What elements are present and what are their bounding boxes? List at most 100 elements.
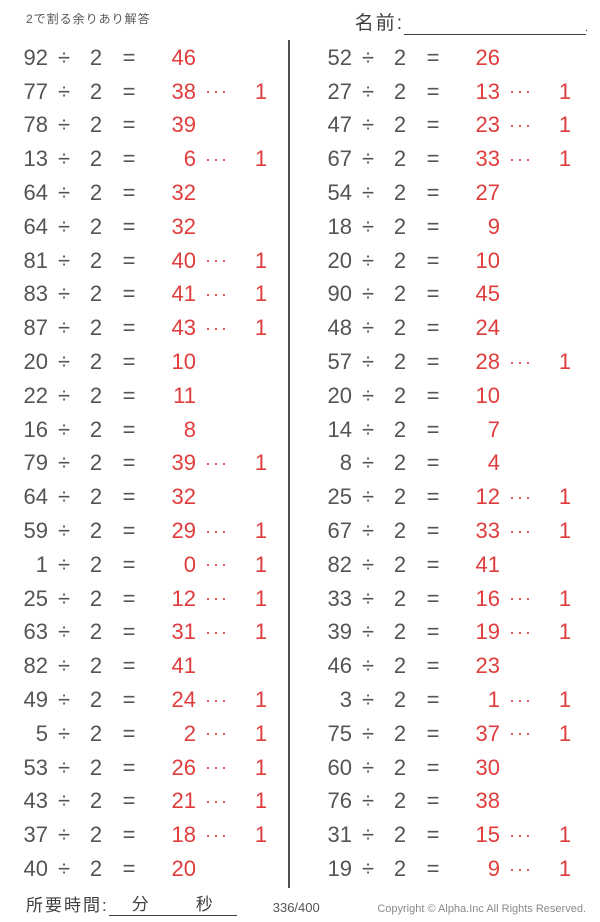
- remainder-dots: ···: [509, 520, 533, 541]
- quotient-answer: 23: [475, 653, 500, 679]
- division-operator: ÷: [57, 180, 71, 206]
- equals-sign: =: [122, 484, 136, 510]
- remainder-dots: ···: [509, 81, 533, 102]
- divisor: 2: [89, 281, 103, 307]
- equals-sign: =: [426, 382, 440, 408]
- problem-row: 5 ÷ 2 = 2 ··· 1: [0, 717, 288, 751]
- equals-sign: =: [122, 213, 136, 239]
- remainder-dots: ···: [205, 250, 229, 271]
- quotient-answer: 41: [475, 551, 500, 577]
- remainder-value: 1: [558, 687, 572, 713]
- division-operator: ÷: [57, 619, 71, 645]
- quotient-answer: 12: [475, 484, 500, 510]
- minutes-label: 分: [131, 895, 150, 914]
- dividend: 20: [327, 247, 352, 273]
- problem-row: 60 ÷ 2 = 30: [304, 751, 586, 785]
- quotient-answer: 40: [171, 247, 196, 273]
- divisor: 2: [393, 450, 407, 476]
- quotient-answer: 8: [183, 416, 196, 442]
- equals-sign: =: [426, 180, 440, 206]
- quotient-answer: 26: [171, 754, 196, 780]
- division-operator: ÷: [361, 551, 375, 577]
- problem-row: 92 ÷ 2 = 46: [0, 41, 288, 75]
- remainder-dots: ···: [205, 621, 229, 642]
- divisor: 2: [89, 315, 103, 341]
- copyright-text: Copyright © Alpha.Inc All Rights Reserve…: [377, 903, 586, 915]
- quotient-answer: 9: [487, 856, 500, 882]
- remainder-value: 1: [254, 146, 268, 172]
- remainder-value: 1: [558, 78, 572, 104]
- division-operator: ÷: [361, 146, 375, 172]
- division-operator: ÷: [361, 822, 375, 848]
- equals-sign: =: [426, 349, 440, 375]
- problem-row: 90 ÷ 2 = 45: [304, 278, 586, 312]
- division-operator: ÷: [57, 44, 71, 70]
- problems-area: 92 ÷ 2 = 46 77 ÷ 2 = 38 ··· 1 78 ÷ 2 = 3…: [0, 40, 600, 888]
- divisor: 2: [393, 112, 407, 138]
- problem-row: 43 ÷ 2 = 21 ··· 1: [0, 785, 288, 819]
- division-operator: ÷: [361, 484, 375, 510]
- remainder-value: 1: [254, 247, 268, 273]
- division-operator: ÷: [361, 315, 375, 341]
- division-operator: ÷: [57, 585, 71, 611]
- dividend: 16: [23, 416, 48, 442]
- dividend: 19: [327, 856, 352, 882]
- remainder-value: 1: [558, 518, 572, 544]
- divisor: 2: [89, 754, 103, 780]
- division-operator: ÷: [57, 856, 71, 882]
- quotient-answer: 24: [475, 315, 500, 341]
- remainder-value: 1: [558, 349, 572, 375]
- equals-sign: =: [122, 349, 136, 375]
- dividend: 3: [339, 687, 352, 713]
- divisor: 2: [89, 788, 103, 814]
- division-operator: ÷: [361, 247, 375, 273]
- equals-sign: =: [426, 788, 440, 814]
- equals-sign: =: [426, 585, 440, 611]
- equals-sign: =: [122, 653, 136, 679]
- equals-sign: =: [426, 484, 440, 510]
- problem-row: 64 ÷ 2 = 32: [0, 210, 288, 244]
- dividend: 59: [23, 518, 48, 544]
- problem-row: 78 ÷ 2 = 39: [0, 109, 288, 143]
- quotient-answer: 32: [171, 213, 196, 239]
- equals-sign: =: [426, 146, 440, 172]
- problem-row: 20 ÷ 2 = 10: [304, 244, 586, 278]
- remainder-value: 1: [254, 788, 268, 814]
- remainder-dots: ···: [509, 621, 533, 642]
- quotient-answer: 9: [487, 213, 500, 239]
- divisor: 2: [89, 247, 103, 273]
- remainder-value: 1: [254, 518, 268, 544]
- dividend: 90: [327, 281, 352, 307]
- divisor: 2: [89, 822, 103, 848]
- quotient-answer: 41: [171, 653, 196, 679]
- division-operator: ÷: [361, 213, 375, 239]
- divisor: 2: [89, 146, 103, 172]
- dividend: 43: [23, 788, 48, 814]
- problem-row: 77 ÷ 2 = 38 ··· 1: [0, 75, 288, 109]
- remainder-value: 1: [558, 619, 572, 645]
- remainder-dots: ···: [509, 148, 533, 169]
- equals-sign: =: [426, 44, 440, 70]
- quotient-answer: 29: [171, 518, 196, 544]
- divisor: 2: [393, 518, 407, 544]
- problem-row: 19 ÷ 2 = 9 ··· 1: [304, 852, 586, 886]
- quotient-answer: 30: [475, 754, 500, 780]
- quotient-answer: 45: [475, 281, 500, 307]
- dividend: 54: [327, 180, 352, 206]
- equals-sign: =: [122, 382, 136, 408]
- quotient-answer: 33: [475, 518, 500, 544]
- remainder-value: 1: [254, 585, 268, 611]
- dividend: 5: [35, 720, 48, 746]
- problem-row: 81 ÷ 2 = 40 ··· 1: [0, 244, 288, 278]
- problem-row: 18 ÷ 2 = 9: [304, 210, 586, 244]
- page-title: 2で割る余りあり解答: [26, 12, 151, 26]
- division-operator: ÷: [57, 822, 71, 848]
- problem-row: 3 ÷ 2 = 1 ··· 1: [304, 683, 586, 717]
- division-operator: ÷: [361, 349, 375, 375]
- equals-sign: =: [122, 720, 136, 746]
- column-divider: [288, 40, 290, 888]
- seconds-label: 秒: [195, 895, 214, 914]
- dividend: 25: [23, 585, 48, 611]
- remainder-dots: ···: [509, 588, 533, 609]
- quotient-answer: 27: [475, 180, 500, 206]
